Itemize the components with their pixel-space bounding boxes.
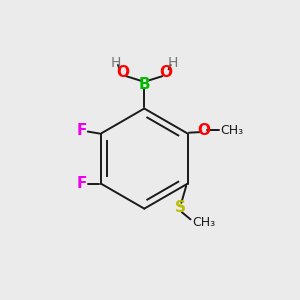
Text: CH₃: CH₃ bbox=[220, 124, 244, 136]
Text: B: B bbox=[139, 77, 150, 92]
Text: O: O bbox=[159, 65, 172, 80]
Text: H: H bbox=[110, 56, 121, 70]
Text: O: O bbox=[197, 123, 210, 138]
Text: O: O bbox=[116, 65, 129, 80]
Text: CH₃: CH₃ bbox=[192, 216, 215, 229]
Text: F: F bbox=[76, 123, 87, 138]
Text: H: H bbox=[168, 56, 178, 70]
Text: S: S bbox=[175, 200, 186, 215]
Text: F: F bbox=[76, 176, 87, 191]
